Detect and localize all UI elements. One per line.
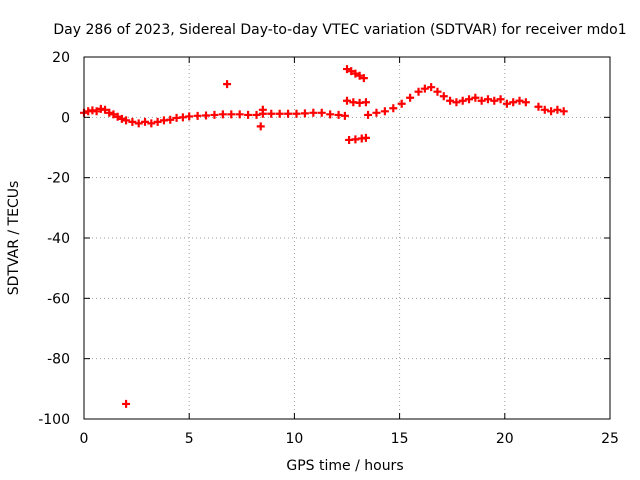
data-point [223, 80, 232, 89]
data-point [471, 93, 480, 102]
x-tick-label: 25 [601, 431, 619, 447]
series-early-morning [80, 104, 261, 128]
data-point [256, 122, 265, 131]
data-point [147, 119, 156, 128]
series-isolated [122, 80, 267, 408]
data-point [202, 111, 211, 120]
y-tick-label: -40 [47, 231, 70, 247]
data-point [427, 83, 436, 92]
data-point [340, 111, 349, 120]
data-point [553, 105, 562, 114]
data-point [134, 119, 143, 128]
data-point [153, 117, 162, 126]
x-tick-label: 0 [80, 431, 89, 447]
data-point [113, 112, 122, 121]
y-tick-label: 20 [52, 50, 70, 66]
data-point [359, 74, 368, 83]
data-point [433, 87, 442, 96]
data-point [477, 96, 486, 105]
data-point [490, 96, 499, 105]
data-point [258, 105, 267, 114]
data-point [351, 69, 360, 78]
data-point [193, 111, 202, 120]
data-point [166, 115, 175, 124]
data-point [141, 117, 150, 126]
data-point [496, 95, 505, 104]
data-point [559, 107, 568, 116]
data-point [380, 107, 389, 116]
data-point [347, 67, 356, 76]
data-point [446, 96, 455, 105]
series-arc-middle [343, 96, 370, 107]
x-tick-label: 5 [185, 431, 194, 447]
data-point [185, 112, 194, 121]
data-point [458, 96, 467, 105]
data-point [372, 108, 381, 117]
data-point [343, 65, 351, 74]
y-tick-label: -80 [47, 352, 70, 368]
data-point [210, 110, 219, 119]
data-point [122, 399, 131, 408]
data-point [465, 95, 474, 104]
data-point [128, 117, 137, 126]
data-point [122, 116, 131, 125]
x-tick-label: 20 [496, 431, 514, 447]
data-point [389, 104, 398, 113]
data-point [515, 96, 524, 105]
data-point [227, 110, 236, 119]
data-point [117, 114, 126, 123]
y-tick-label: -20 [47, 171, 70, 187]
data-point [267, 109, 276, 118]
y-tick-label: -60 [47, 291, 70, 307]
axis-ticks: 0 5 10 15 20 25 20 0 -20 -40 -60 -80 -100 [38, 50, 619, 447]
data-point [326, 110, 335, 119]
data-point [406, 93, 415, 102]
series-arc-upper [343, 65, 368, 83]
data-point [309, 108, 318, 117]
data-point [502, 99, 511, 108]
data-point [361, 98, 370, 107]
data-points [80, 65, 568, 408]
data-point [275, 109, 284, 118]
data-point [92, 107, 101, 116]
chart-title: Day 286 of 2023, Sidereal Day-to-day VTE… [53, 22, 626, 38]
data-point [355, 71, 364, 80]
data-point [284, 109, 293, 118]
data-point [235, 110, 244, 119]
data-point [364, 110, 373, 119]
x-tick-label: 10 [285, 431, 303, 447]
data-point [292, 109, 301, 118]
data-point [420, 84, 429, 93]
data-point [300, 109, 309, 118]
data-point [105, 108, 114, 117]
series-afternoon [364, 83, 568, 119]
data-point [101, 105, 110, 114]
data-point [483, 95, 492, 104]
x-axis-label: GPS time / hours [286, 458, 403, 474]
y-tick-label: 0 [61, 110, 70, 126]
series-arc-lower [345, 133, 370, 144]
data-point [343, 96, 351, 105]
y-axis-label: SDTVAR / TECUs [6, 181, 22, 296]
data-point [252, 110, 261, 119]
x-tick-label: 15 [391, 431, 409, 447]
data-point [244, 110, 253, 119]
data-point [534, 102, 543, 111]
y-tick-label: -100 [38, 412, 70, 428]
data-point [317, 108, 326, 117]
data-point [439, 92, 448, 101]
data-point [109, 110, 118, 119]
data-point [414, 87, 423, 96]
data-point [361, 133, 370, 142]
data-point [509, 98, 518, 107]
data-point [521, 98, 530, 107]
data-point [397, 99, 406, 108]
data-point [547, 107, 556, 116]
data-point [452, 98, 461, 107]
data-point [218, 110, 227, 119]
data-point [540, 105, 549, 114]
